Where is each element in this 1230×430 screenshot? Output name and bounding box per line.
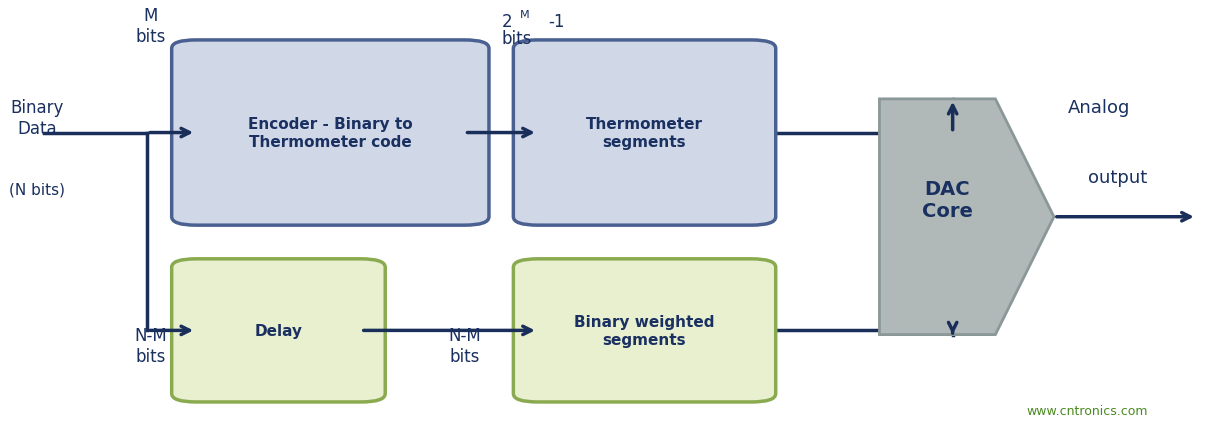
Text: -1: -1	[549, 13, 566, 31]
Polygon shape	[879, 100, 1054, 335]
Text: Binary
Data: Binary Data	[11, 99, 64, 138]
Text: www.cntronics.com: www.cntronics.com	[1026, 404, 1148, 417]
Text: N-M
bits: N-M bits	[134, 326, 167, 365]
FancyBboxPatch shape	[172, 259, 385, 402]
Text: bits: bits	[502, 30, 533, 48]
Text: 2: 2	[502, 13, 513, 31]
Text: M
bits: M bits	[135, 7, 166, 46]
Text: (N bits): (N bits)	[10, 182, 65, 197]
Text: N-M
bits: N-M bits	[448, 326, 481, 365]
Text: Binary weighted
segments: Binary weighted segments	[574, 314, 715, 347]
FancyBboxPatch shape	[172, 41, 490, 226]
Text: Encoder - Binary to
Thermometer code: Encoder - Binary to Thermometer code	[248, 117, 412, 149]
Text: Delay: Delay	[255, 323, 303, 338]
Text: M: M	[519, 10, 529, 20]
Text: Thermometer
segments: Thermometer segments	[585, 117, 704, 149]
Text: output: output	[1087, 169, 1148, 186]
Text: DAC
Core: DAC Core	[921, 180, 973, 221]
FancyBboxPatch shape	[513, 41, 776, 226]
FancyBboxPatch shape	[513, 259, 776, 402]
Text: Analog: Analog	[1068, 99, 1130, 117]
